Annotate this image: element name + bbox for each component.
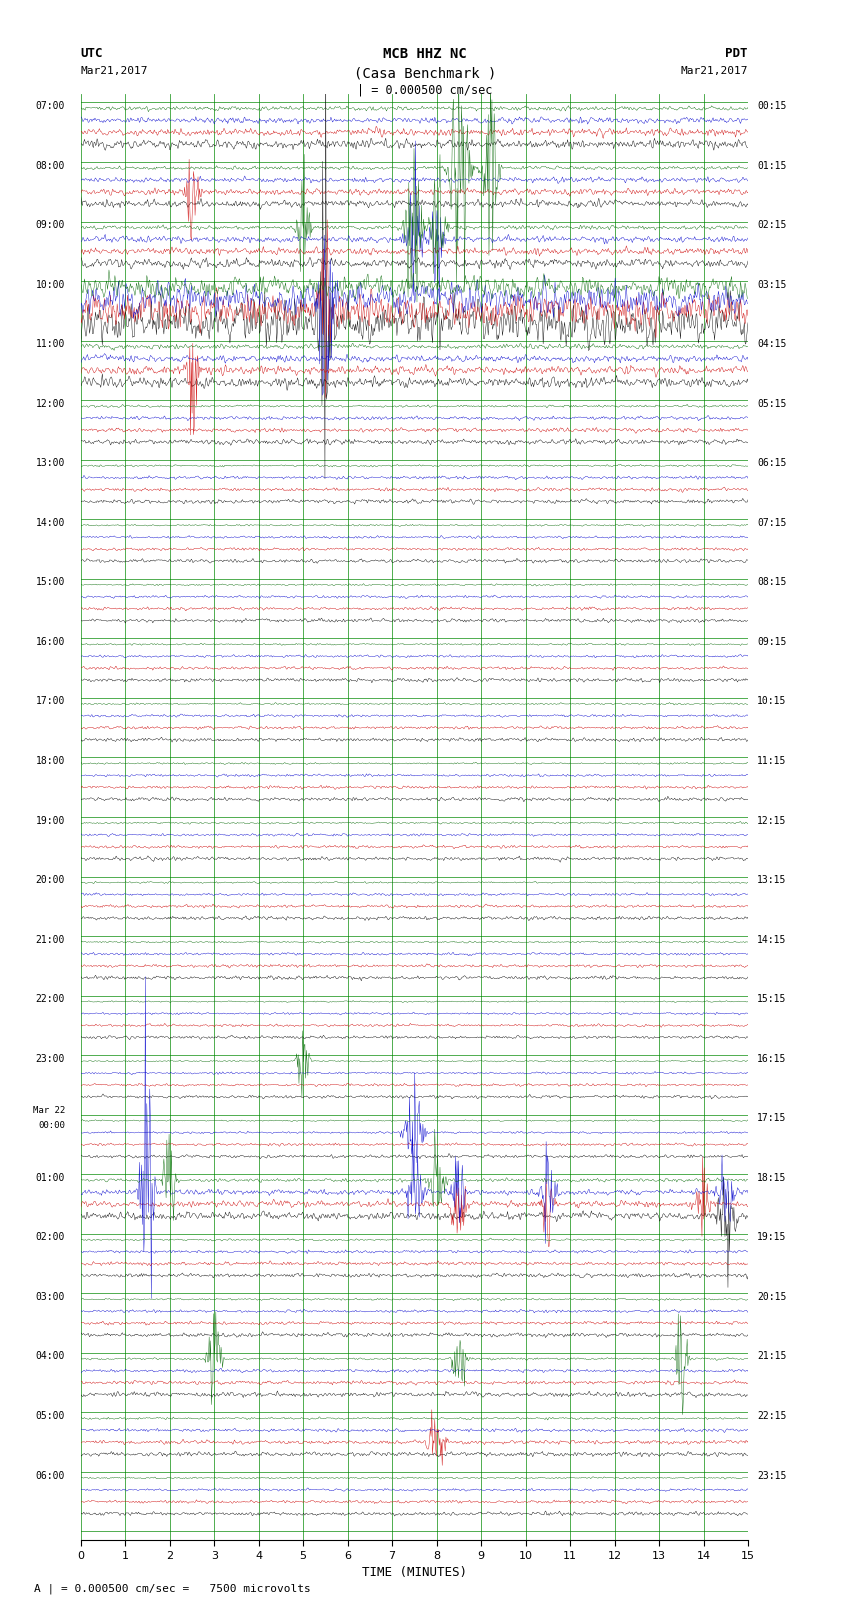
Text: 03:00: 03:00 xyxy=(36,1292,65,1302)
Text: Mar21,2017: Mar21,2017 xyxy=(81,66,148,76)
Text: 18:00: 18:00 xyxy=(36,756,65,766)
Text: Mar 22: Mar 22 xyxy=(33,1107,65,1115)
Text: (Casa Benchmark ): (Casa Benchmark ) xyxy=(354,66,496,81)
Text: 06:15: 06:15 xyxy=(756,458,786,468)
Text: 22:00: 22:00 xyxy=(36,994,65,1005)
Text: 01:00: 01:00 xyxy=(36,1173,65,1182)
Text: 13:15: 13:15 xyxy=(756,876,786,886)
Text: 16:15: 16:15 xyxy=(756,1053,786,1063)
Text: 06:00: 06:00 xyxy=(36,1471,65,1481)
Text: 10:15: 10:15 xyxy=(756,697,786,706)
Text: 20:15: 20:15 xyxy=(756,1292,786,1302)
Text: Mar21,2017: Mar21,2017 xyxy=(681,66,748,76)
Text: 15:00: 15:00 xyxy=(36,577,65,587)
Text: 04:00: 04:00 xyxy=(36,1352,65,1361)
Text: 04:15: 04:15 xyxy=(756,339,786,350)
Text: 03:15: 03:15 xyxy=(756,279,786,290)
X-axis label: TIME (MINUTES): TIME (MINUTES) xyxy=(362,1566,467,1579)
Text: 12:00: 12:00 xyxy=(36,398,65,408)
Text: 02:15: 02:15 xyxy=(756,219,786,231)
Text: 17:15: 17:15 xyxy=(756,1113,786,1123)
Text: 11:15: 11:15 xyxy=(756,756,786,766)
Text: 19:15: 19:15 xyxy=(756,1232,786,1242)
Text: 18:15: 18:15 xyxy=(756,1173,786,1182)
Text: 15:15: 15:15 xyxy=(756,994,786,1005)
Text: 16:00: 16:00 xyxy=(36,637,65,647)
Text: 21:15: 21:15 xyxy=(756,1352,786,1361)
Text: A | = 0.000500 cm/sec =   7500 microvolts: A | = 0.000500 cm/sec = 7500 microvolts xyxy=(34,1582,311,1594)
Text: 05:00: 05:00 xyxy=(36,1411,65,1421)
Text: UTC: UTC xyxy=(81,47,103,60)
Text: 05:15: 05:15 xyxy=(756,398,786,408)
Text: 10:00: 10:00 xyxy=(36,279,65,290)
Text: 21:00: 21:00 xyxy=(36,934,65,945)
Text: 23:15: 23:15 xyxy=(756,1471,786,1481)
Text: 00:00: 00:00 xyxy=(38,1121,65,1131)
Text: 22:15: 22:15 xyxy=(756,1411,786,1421)
Text: 11:00: 11:00 xyxy=(36,339,65,350)
Text: 20:00: 20:00 xyxy=(36,876,65,886)
Text: 14:00: 14:00 xyxy=(36,518,65,527)
Text: 07:15: 07:15 xyxy=(756,518,786,527)
Text: 14:15: 14:15 xyxy=(756,934,786,945)
Text: 02:00: 02:00 xyxy=(36,1232,65,1242)
Text: 00:15: 00:15 xyxy=(756,102,786,111)
Text: 12:15: 12:15 xyxy=(756,816,786,826)
Text: 19:00: 19:00 xyxy=(36,816,65,826)
Text: 13:00: 13:00 xyxy=(36,458,65,468)
Text: PDT: PDT xyxy=(726,47,748,60)
Text: 08:15: 08:15 xyxy=(756,577,786,587)
Text: 08:00: 08:00 xyxy=(36,161,65,171)
Text: MCB HHZ NC: MCB HHZ NC xyxy=(383,47,467,61)
Text: 07:00: 07:00 xyxy=(36,102,65,111)
Text: 23:00: 23:00 xyxy=(36,1053,65,1063)
Text: 01:15: 01:15 xyxy=(756,161,786,171)
Text: 17:00: 17:00 xyxy=(36,697,65,706)
Text: 09:00: 09:00 xyxy=(36,219,65,231)
Text: 09:15: 09:15 xyxy=(756,637,786,647)
Text: | = 0.000500 cm/sec: | = 0.000500 cm/sec xyxy=(357,84,493,97)
